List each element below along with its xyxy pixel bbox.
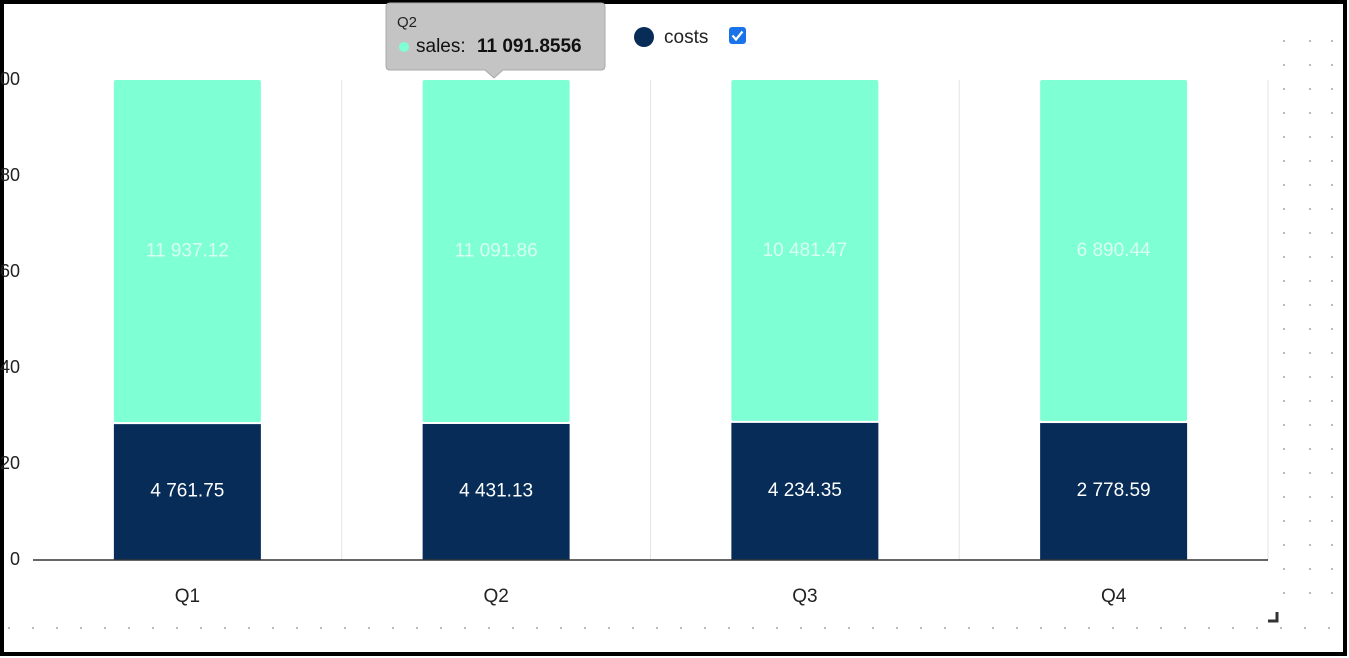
tooltip-series: sales:	[416, 36, 466, 57]
bar-segment	[731, 80, 879, 421]
tooltip-marker	[399, 42, 409, 52]
x-tick-label: Q1	[175, 586, 200, 607]
y-tick-label: 20	[0, 453, 20, 473]
bar-segment	[1040, 423, 1188, 560]
data-label: 4 761.75	[150, 481, 224, 502]
bar-segment	[422, 423, 570, 560]
x-tick-label: Q4	[1101, 586, 1127, 607]
tooltip: Q2 sales: 11 091.8556	[385, 2, 606, 79]
tooltip-category: Q2	[397, 14, 417, 31]
data-label: 4 234.35	[768, 480, 842, 501]
data-label: 2 778.59	[1077, 480, 1151, 501]
resize-handle[interactable]	[1268, 612, 1279, 623]
y-tick-label: 40	[0, 357, 20, 377]
y-tick-label: 100	[0, 69, 20, 89]
checkmark	[731, 30, 744, 42]
data-label: 11 937.12	[146, 241, 229, 262]
x-tick-label: Q3	[792, 586, 817, 607]
x-tick-label: Q2	[483, 586, 508, 607]
data-label: 11 091.86	[455, 241, 538, 262]
y-tick-label: 80	[0, 165, 20, 185]
tooltip-box	[385, 2, 606, 79]
bar-segment	[113, 80, 261, 423]
plot: 0 20 40 60 80 100 4 761.75 11 937.12 Q1 4 431.13 1…	[0, 69, 1269, 607]
legend-checkbox[interactable]	[729, 27, 746, 44]
legend-label[interactable]: costs	[664, 27, 708, 48]
data-label: 4 431.13	[459, 481, 533, 502]
y-tick-label: 0	[10, 549, 20, 569]
y-tick-label: 60	[0, 261, 20, 281]
legend-marker[interactable]	[634, 27, 654, 47]
tooltip-value: 11 091.8556	[477, 36, 582, 57]
data-label: 6 890.44	[1077, 240, 1151, 261]
bar-segment	[113, 424, 261, 560]
bar-segment	[1040, 80, 1188, 422]
bar-segment	[731, 422, 879, 560]
data-label: 10 481.47	[763, 240, 848, 261]
bar-segment	[422, 80, 570, 422]
